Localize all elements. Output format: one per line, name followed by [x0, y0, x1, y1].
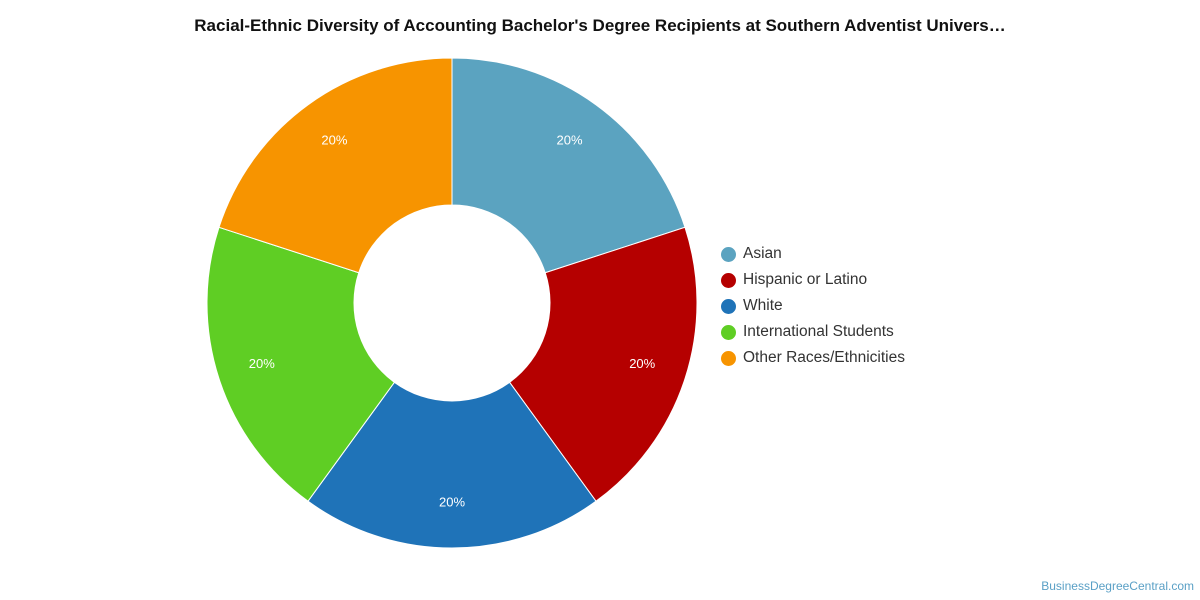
legend-item-asian[interactable]: Asian [721, 241, 905, 267]
slice-label-international-students: 20% [249, 356, 275, 371]
legend-swatch-icon [721, 350, 736, 366]
legend-item-international-students[interactable]: International Students [721, 319, 905, 345]
legend-label: Other Races/Ethnicities [743, 349, 905, 366]
legend-item-white[interactable]: White [721, 293, 905, 319]
slice-international-students[interactable] [206, 226, 396, 502]
chart-legend: Asian Hispanic or Latino White Internationa… [721, 241, 905, 371]
legend-swatch-icon [721, 324, 736, 340]
legend-label: International Students [743, 323, 894, 340]
slice-other-races-ethnicities[interactable] [218, 57, 453, 274]
legend-label: Hispanic or Latino [743, 271, 868, 288]
slice-white[interactable] [307, 381, 597, 549]
chart-title: Racial-Ethnic Diversity of Accounting Ba… [194, 16, 1006, 35]
legend-swatch-icon [721, 298, 736, 314]
source-credit-link[interactable]: BusinessDegreeCentral.com [1041, 579, 1194, 593]
legend-swatch-icon [721, 246, 736, 262]
slice-label-asian: 20% [557, 133, 583, 148]
donut-slices [206, 57, 698, 549]
legend-swatch-icon [721, 272, 736, 288]
slice-hispanic-or-latino[interactable] [508, 226, 698, 502]
legend-label: White [743, 297, 783, 314]
slice-label-white: 20% [439, 494, 465, 509]
legend-item-other-races-ethnicities[interactable]: Other Races/Ethnicities [721, 345, 905, 371]
legend-label: Asian [743, 245, 782, 262]
slice-label-hispanic-or-latino: 20% [629, 356, 655, 371]
slice-asian[interactable] [451, 57, 686, 274]
donut-slice-labels: 20% 20% 20% 20% 20% [249, 133, 656, 510]
legend-item-hispanic-or-latino[interactable]: Hispanic or Latino [721, 267, 905, 293]
slice-label-other-races-ethnicities: 20% [321, 133, 347, 148]
